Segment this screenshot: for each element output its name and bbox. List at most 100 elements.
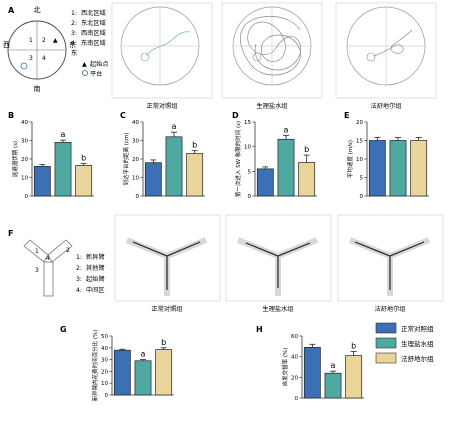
legend-a-1-num: 1: [71, 10, 77, 17]
legend-a-2-label: 东北区域 [81, 19, 106, 27]
chart-d-tick-label-2: 10 [244, 145, 251, 151]
legend-f-3-num: 3: [76, 276, 82, 283]
caption-a-control: 正常对照组 [147, 102, 178, 110]
chart-e-tick-label-2: 10 [356, 157, 363, 163]
chart-c: C 0 10 20 30 40 到达平台的距离 (cm) a b [120, 111, 205, 200]
chart-g-bar-0 [113, 349, 131, 396]
chart-e-tick-label-3: 15 [356, 139, 363, 145]
chart-b-annotation-1: a [61, 130, 66, 139]
legend-a-2-num: 2: [71, 20, 77, 27]
panel-f-letter: F [8, 229, 13, 238]
legend-swatch-control [375, 322, 397, 334]
caption-f-fasudil: 法舒地尔组 [375, 305, 406, 313]
y-maze-schematic [23, 239, 73, 297]
chart-d-bar-0 [256, 168, 274, 197]
chart-d-annotation-1: a [284, 125, 289, 134]
chart-e-y-label: 平均速度 (m/s) [346, 140, 354, 178]
compass-west: 西 [3, 41, 10, 49]
chart-e-tick-label-0: 0 [360, 194, 364, 200]
legend-start-icon: ▲ [82, 61, 87, 68]
chart-h-bar-1 [324, 372, 342, 399]
caption-a-saline: 生理盐水组 [257, 102, 288, 110]
chart-h: H 0 20 40 60 自发交替率 (%) a b [256, 325, 364, 402]
chart-d-y-label: 第一次进入 SW 象限的时间 (s) [234, 121, 242, 197]
chart-b-tick-label-2: 20 [21, 157, 28, 163]
legend-a-tail: 东 [71, 49, 77, 57]
legend-f-2-label: 其他臂 [86, 264, 105, 272]
panel-e-letter: E [344, 111, 349, 120]
chart-c-bar-2 [186, 153, 204, 197]
chart-h-y-label: 自发交替率 (%) [281, 348, 289, 387]
arm-number-1: 1 [35, 248, 39, 255]
legend-swatch-fasudil [375, 352, 397, 364]
chart-g-tick-label-3: 30 [101, 358, 108, 364]
quadrant-number-4: 4 [42, 55, 46, 62]
panel-g-letter: G [60, 325, 67, 334]
chart-g-bar-2 [155, 349, 173, 396]
compass-north: 北 [34, 6, 41, 14]
arm-number-4: 4 [46, 255, 50, 262]
chart-b-tick-label-3: 30 [21, 139, 28, 145]
panel-f: F 1 2 3 4 1: 新异臂 2: 其他臂 3: 起始臂 4: 中间区 正常… [8, 214, 444, 313]
chart-d-tick-label-3: 15 [244, 120, 251, 126]
panel-a-legend: 1: 西北区域 2: 东北区域 3: 西南区域 4: 东南区域 东 ▲ 起始点 … [71, 9, 109, 78]
chart-e-bar-1 [389, 140, 407, 197]
legend-f-2-num: 2: [76, 265, 82, 272]
chart-g-annotation-2: b [161, 338, 166, 347]
caption-f-control: 正常对照组 [152, 305, 183, 313]
chart-b-annotation-2: b [81, 154, 86, 163]
chart-d-bar-1 [277, 138, 295, 197]
platform-schematic [20, 62, 28, 70]
chart-b-tick-label-1: 10 [21, 176, 28, 182]
compass-east: 东 [69, 40, 76, 49]
legend-a-4-num: 4: [71, 40, 77, 47]
chart-d-bar-2 [298, 162, 316, 197]
chart-g-tick-label-2: 20 [101, 369, 108, 375]
panel-d-letter: D [232, 111, 239, 120]
chart-c-tick-label-2: 20 [132, 157, 139, 163]
legend-label-fasudil: 法舒地尔组 [401, 354, 434, 363]
chart-d-annotation-2: b [304, 145, 309, 154]
chart-b-tick-label-4: 40 [21, 120, 28, 126]
chart-e-tick-label-1: 5 [360, 176, 364, 182]
legend-platform-label: 平台 [90, 70, 102, 78]
chart-b-bar-2 [75, 165, 93, 197]
chart-h-bar-2 [345, 355, 363, 399]
group-legend: 正常对照组 生理盐水组 法舒地尔组 [375, 322, 434, 364]
swim-trace-fasudil [335, 2, 437, 99]
chart-h-annotation-1: a [331, 361, 336, 370]
legend-label-saline: 生理盐水组 [401, 339, 434, 348]
chart-g-y-label: 新异臂内花费时间百分比 (%) [91, 330, 99, 402]
y-maze-trace-saline [225, 214, 332, 302]
legend-f-4-num: 4: [76, 287, 82, 294]
caption-a-fasudil: 法舒地尔组 [371, 102, 402, 110]
chart-c-annotation-1: a [172, 122, 177, 131]
chart-h-tick-label-1: 20 [291, 375, 298, 381]
chart-g-tick-label-1: 10 [101, 381, 108, 387]
y-maze-trace-control [114, 214, 221, 302]
chart-h-bar-0 [303, 347, 321, 399]
start-marker-icon: ▲ [53, 37, 58, 44]
caption-f-saline: 生理盐水组 [263, 305, 294, 313]
quadrant-number-1: 1 [29, 37, 33, 44]
chart-g-tick-label-0: 0 [105, 393, 109, 399]
chart-c-tick-label-0: 0 [136, 194, 140, 200]
chart-g-tick-label-4: 40 [101, 346, 108, 352]
legend-f-1-num: 1: [76, 254, 82, 261]
chart-b-bar-0 [33, 166, 51, 197]
chart-h-tick-label-0: 0 [295, 396, 299, 402]
chart-h-tick-label-3: 60 [291, 334, 298, 340]
legend-start-label: 起始点 [90, 60, 109, 68]
legend-f-4-label: 中间区 [86, 286, 105, 294]
legend-a-3-num: 3: [71, 30, 77, 37]
chart-c-tick-label-1: 10 [132, 176, 139, 182]
chart-e-bar-0 [368, 140, 386, 197]
chart-c-bar-1 [165, 136, 183, 197]
panel-h-letter: H [256, 325, 263, 334]
legend-f-3-label: 起始臂 [86, 275, 105, 283]
chart-c-tick-label-3: 30 [132, 139, 139, 145]
swim-trace-control [111, 2, 213, 99]
